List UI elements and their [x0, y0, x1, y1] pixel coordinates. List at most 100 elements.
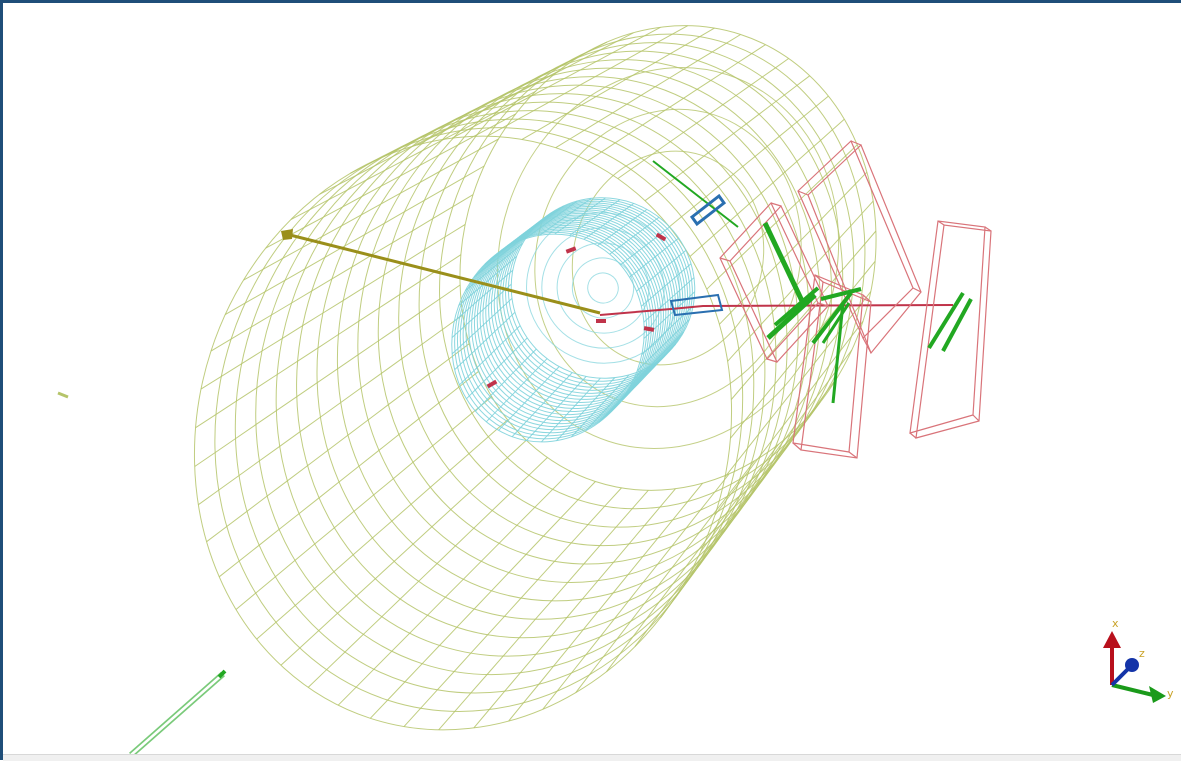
module-edge [984, 226, 992, 232]
outer-mesh-spoke [508, 482, 703, 722]
inner-mesh-spoke [466, 337, 528, 400]
module-edge [937, 220, 945, 226]
y-axis-arrowhead [1149, 686, 1166, 703]
module-front-face [797, 139, 914, 340]
inner-mesh-spoke [458, 256, 517, 306]
module-edge [719, 257, 731, 262]
inner-mesh-spoke [485, 358, 548, 423]
outer-mesh-spoke [438, 489, 649, 731]
outer-mesh-spoke [668, 95, 829, 228]
outer-mesh-ring [214, 127, 744, 712]
outer-mesh-spoke [200, 223, 466, 390]
outer-mesh-spoke [700, 349, 853, 552]
inner-mesh-spoke [451, 283, 512, 338]
module-edge [912, 287, 922, 293]
red-hit [565, 246, 577, 254]
module-edge [850, 140, 862, 146]
outer-mesh-spoke [555, 34, 741, 149]
red-hit [596, 319, 606, 323]
olive-track-endpoint [281, 229, 293, 240]
green-strip [941, 298, 973, 352]
outer-mesh-spoke [575, 460, 755, 694]
status-strip [3, 754, 1181, 761]
olive-track [285, 232, 601, 315]
y-axis-arrow [1111, 683, 1154, 697]
outer-mesh-ring [234, 118, 755, 694]
inner-mesh-spoke [630, 331, 684, 386]
inner-mesh-spoke [509, 205, 564, 246]
outer-mesh-spoke [417, 32, 634, 146]
outer-mesh-spoke [307, 457, 548, 688]
outer-mesh-spoke [587, 44, 766, 162]
misc-hits [57, 391, 227, 758]
outer-mesh-spoke [521, 27, 715, 140]
red-hit [643, 326, 655, 332]
green-tube-inner [130, 673, 224, 756]
outer-mesh-spoke [218, 370, 480, 578]
outer-mesh-spoke [280, 439, 527, 666]
inner-mesh-spoke [571, 374, 630, 438]
blue-vertex-part [669, 293, 724, 317]
y-axis-label: y [1167, 687, 1174, 700]
module-edge [766, 358, 778, 363]
outer-mesh-spoke [451, 26, 661, 139]
z-axis-ball [1125, 658, 1139, 672]
outer-mesh-spoke [403, 487, 622, 727]
green-hit-line [652, 160, 739, 228]
red-hit [486, 379, 498, 389]
inner-mesh-spoke [454, 311, 516, 371]
inner-mesh-spoke [473, 231, 531, 277]
module-edge [909, 432, 917, 439]
inner-endcap-ring [587, 272, 619, 304]
outer-mesh-spoke [235, 396, 493, 610]
inner-mesh-spoke [636, 319, 690, 371]
green-strip [762, 221, 806, 305]
outer-mesh-spoke [724, 291, 872, 478]
inner-mesh-spoke [640, 263, 692, 307]
particle-tracks [281, 160, 954, 389]
inner-mesh-spoke [453, 269, 514, 322]
module-edge [814, 274, 824, 283]
outer-mesh-spoke [727, 200, 874, 362]
inner-mesh-spoke [610, 354, 667, 413]
axis-triad[interactable]: x z y [1103, 617, 1174, 703]
3d-scene-canvas[interactable]: x z y [3, 3, 1181, 763]
outer-endcap-ring [496, 67, 840, 449]
red-hit [655, 232, 667, 242]
green-tube-cap [217, 669, 227, 679]
module-edge [770, 202, 782, 207]
inner-mesh-spoke [585, 369, 643, 432]
outer-cylinder-mesh [193, 25, 877, 731]
outer-mesh-spoke [730, 230, 877, 400]
green-strip [773, 286, 820, 327]
z-axis-arrow [1110, 665, 1132, 687]
outer-mesh-spoke [195, 254, 462, 429]
green-strip [821, 302, 851, 344]
green-strip [766, 293, 817, 340]
inner-mesh-spoke [621, 343, 677, 400]
outer-mesh-spoke [265, 113, 516, 249]
inner-mesh-spoke [539, 197, 592, 236]
outer-mesh-spoke [382, 41, 608, 158]
outer-mesh-spoke [224, 165, 485, 316]
module-edge [848, 451, 858, 459]
inner-mesh-spoke [643, 277, 695, 323]
inner-mesh-spoke [629, 237, 680, 278]
x-axis-arrowhead [1103, 631, 1121, 648]
outer-mesh-spoke [634, 424, 801, 647]
inner-mesh-spoke [459, 325, 521, 386]
inner-mesh-spoke [583, 202, 635, 240]
z-axis-label: z [1139, 647, 1145, 660]
small-olive-hit [57, 391, 69, 399]
outer-mesh-spoke [606, 443, 779, 673]
outer-mesh-spoke [617, 58, 789, 180]
outer-mesh-spoke [243, 138, 499, 281]
outer-mesh-spoke [689, 118, 845, 257]
outer-mesh-spoke [290, 90, 536, 220]
inner-cylinder-mesh [451, 197, 696, 443]
outer-mesh-spoke [206, 343, 470, 543]
outer-mesh-spoke [194, 284, 461, 467]
green-strip [927, 291, 965, 350]
inner-mesh-spoke [475, 348, 537, 412]
